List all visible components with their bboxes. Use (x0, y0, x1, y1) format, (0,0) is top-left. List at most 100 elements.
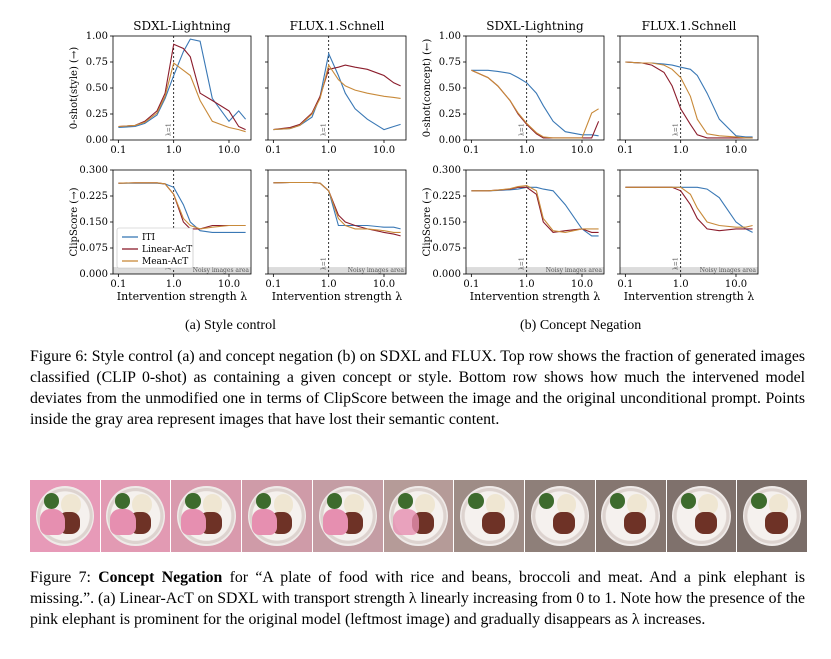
series-line-linear-act (273, 181, 401, 237)
series-line-iti (625, 61, 753, 138)
subcaption-concept-negation: (b) Concept Negation (520, 318, 642, 333)
food-plate-image (454, 480, 525, 552)
series-line-iti (273, 51, 401, 131)
legend-entry: Linear-AcT (142, 245, 192, 255)
noisy-area (466, 267, 604, 274)
chart-panel-neg_top_sdxl: λ=1 0.1 1.0 10.0 0.00 0.25 0.50 0.75 1.00 SDXL-Li… (422, 19, 605, 156)
subcaption-style-control: (a) Style control (185, 318, 276, 333)
x-tick-label: 1.0 (321, 145, 337, 156)
noisy-area-label: Noisy images area (348, 267, 405, 274)
series-line-linear-act (625, 61, 753, 139)
series-line-mean-act (625, 186, 753, 228)
figure-6-caption: Figure 6: Style control (a) and concept … (30, 348, 805, 428)
x-tick-label: 1.0 (321, 279, 337, 290)
noisy-area (113, 267, 251, 274)
pink-elephant (110, 508, 136, 535)
x-tick-label: 10.0 (218, 279, 240, 290)
plot-frame (112, 35, 252, 141)
plot-frame (267, 35, 407, 141)
food-plate-image (171, 480, 242, 552)
x-tick-label: 1.0 (166, 145, 182, 156)
x-tick-label: 10.0 (571, 145, 593, 156)
legend-entry: Mean-AcT (142, 257, 188, 267)
y-tick-label: 0.225 (79, 191, 108, 202)
x-axis-label: Intervention strength λ (624, 290, 755, 303)
x-tick-label: 10.0 (218, 145, 240, 156)
y-tick-label: 0.00 (439, 135, 461, 146)
y-tick-label: 0.150 (432, 217, 461, 228)
chart-panel-style_bot_sdxl: Noisy images areaλ=10.11.010.00.0000.075… (69, 165, 252, 303)
chart-panel-neg_top_flux: λ=1 0.1 1.0 10.0 FLUX.1.Schnell (617, 19, 759, 156)
x-axis-label: Intervention strength λ (470, 290, 601, 303)
pink-elephant (251, 508, 278, 535)
chart-panel-style_top_flux: λ=1 0.1 1.0 10.0 FLUX.1.Schnell (265, 19, 407, 156)
chart-legend: ITI Linear-AcT Mean-AcT (116, 227, 194, 269)
y-tick-label: 0.000 (79, 269, 108, 280)
figure-7-label: Figure 7: (30, 569, 91, 586)
x-axis-label: Intervention strength λ (272, 290, 403, 303)
food-plate-image (595, 480, 666, 552)
lambda-one-label: λ=1 (321, 123, 328, 136)
noisy-area-label: Noisy images area (546, 267, 603, 274)
lambda-one-label: λ=1 (321, 257, 328, 270)
food-plate-image (383, 480, 454, 552)
figure-7-caption: Figure 7: Concept Negation for “A plate … (30, 567, 805, 630)
plot-frame (465, 35, 605, 141)
x-tick-label: 1.0 (519, 145, 535, 156)
series-line-mean-act (273, 181, 401, 233)
x-tick-label: 1.0 (673, 279, 689, 290)
series-line-mean-act (118, 182, 246, 230)
y-tick-label: 0.75 (86, 57, 108, 68)
y-tick-label: 1.00 (86, 31, 108, 42)
plot-frame (465, 169, 605, 275)
food-plate-image (525, 480, 595, 552)
y-axis-label: ClipScore (→) (69, 187, 80, 256)
lambda-one-label: λ=1 (166, 123, 173, 136)
y-axis-label: 0-shot(style) (→) (69, 47, 80, 130)
lambda-one-label: λ=1 (519, 257, 526, 270)
x-tick-label: 0.1 (110, 279, 126, 290)
chart-panel-style_bot_flux: Noisy images area λ=1 0.1 1.0 10.0Interventi… (265, 169, 407, 303)
x-axis-label: Intervention strength λ (117, 290, 248, 303)
chart-panel-neg_bot_flux: Noisy images area λ=1 0.1 1.0 10.0Interventi… (617, 169, 759, 303)
pink-elephant (393, 508, 419, 535)
y-axis-label: ClipScore (→) (422, 187, 433, 256)
y-tick-label: 0.150 (79, 217, 108, 228)
y-tick-label: 0.50 (439, 83, 461, 94)
series-line-linear-act (471, 69, 600, 139)
noisy-area (620, 267, 758, 274)
pink-elephant (322, 508, 348, 535)
y-tick-label: 1.00 (439, 31, 461, 42)
food-plate-image (666, 480, 737, 552)
y-tick-label: 0.00 (86, 135, 108, 146)
series-line-iti (273, 181, 401, 230)
x-tick-label: 1.0 (673, 145, 689, 156)
panel-title: FLUX.1.Schnell (290, 19, 385, 33)
series-line-mean-act (471, 69, 599, 139)
series-line-linear-act (118, 43, 246, 131)
y-axis-label: 0-shot(concept) (←) (422, 39, 433, 138)
y-tick-label: 0.50 (86, 83, 108, 94)
x-tick-label: 0.1 (617, 279, 633, 290)
y-tick-label: 0.300 (432, 165, 461, 176)
y-tick-label: 0.000 (432, 269, 461, 280)
x-tick-label: 10.0 (373, 279, 395, 290)
series-line-mean-act (471, 185, 599, 233)
x-tick-label: 10.0 (373, 145, 395, 156)
pink-elephant (181, 508, 207, 535)
food-plate-image (242, 480, 312, 552)
series-line-mean-act (273, 63, 401, 131)
x-tick-label: 10.0 (571, 279, 593, 290)
x-tick-label: 10.0 (725, 145, 747, 156)
y-tick-label: 0.300 (79, 165, 108, 176)
y-tick-label: 0.225 (432, 191, 461, 202)
panel-title: SDXL-Lightning (133, 19, 231, 33)
x-tick-label: 0.1 (463, 145, 479, 156)
plot-frame (619, 35, 759, 141)
y-tick-label: 0.075 (79, 243, 108, 254)
y-tick-label: 0.075 (432, 243, 461, 254)
lambda-one-label: λ=1 (673, 257, 680, 270)
figure-6-plots: λ=1 0.1 1.0 10.0 0.00 0.25 0.50 0.75 1.00 SDXL-Li… (69, 19, 759, 303)
panel-title: FLUX.1.Schnell (642, 19, 737, 33)
series-line-iti (471, 186, 599, 237)
